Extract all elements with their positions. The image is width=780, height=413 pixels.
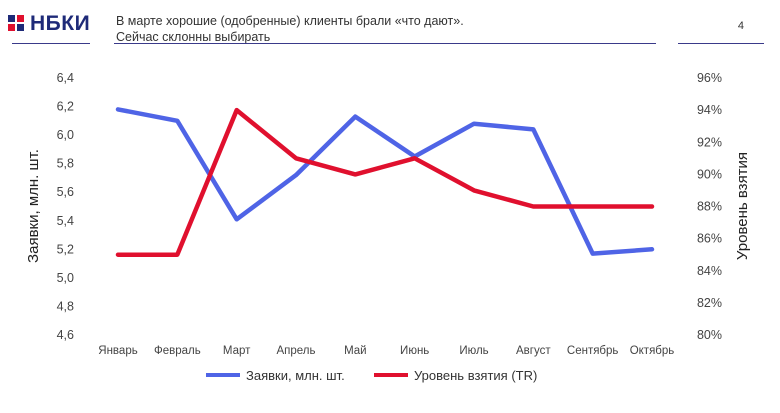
left-tick-label: 5,8	[57, 157, 74, 171]
right-tick-label: 90%	[697, 167, 722, 181]
left-tick-label: 6,4	[57, 71, 74, 85]
header-rule-middle	[114, 43, 656, 44]
slide-title-line-2: Сейчас склонны выбирать	[116, 30, 271, 44]
category-label: Март	[223, 345, 251, 357]
category-label: Сентябрь	[567, 345, 619, 357]
right-tick-label: 80%	[697, 328, 722, 342]
legend-label-take-rate: Уровень взятия (TR)	[414, 368, 537, 383]
legend-label-applications: Заявки, млн. шт.	[246, 368, 345, 383]
slide-title: В марте хорошие (одобренные) клиенты бра…	[116, 13, 464, 45]
left-tick-label: 4,8	[57, 299, 74, 313]
left-tick-label: 4,6	[57, 328, 74, 342]
right-tick-label: 94%	[697, 103, 722, 117]
right-axis-ticks: 80% 82% 84% 86% 88% 90% 92% 94% 96%	[697, 71, 722, 342]
left-axis-ticks: 4,6 4,8 5,0 5,2 5,4 5,6 5,8 6,0 6,2 6,4	[57, 71, 74, 342]
header-rule-right	[678, 43, 764, 44]
category-label: Май	[344, 345, 367, 357]
right-tick-label: 86%	[697, 232, 722, 246]
right-tick-label: 96%	[697, 71, 722, 85]
category-label: Июль	[459, 345, 488, 357]
category-label: Апрель	[276, 345, 315, 357]
right-tick-label: 92%	[697, 135, 722, 149]
page-number: 4	[737, 20, 744, 32]
slide-title-line-1: В марте хорошие (одобренные) клиенты бра…	[116, 14, 464, 28]
right-tick-label: 82%	[697, 296, 722, 310]
logo-text: НБКИ	[30, 12, 91, 35]
left-tick-label: 5,2	[57, 242, 74, 256]
series-line-applications	[115, 107, 655, 256]
left-axis-title: Заявки, млн. шт.	[25, 149, 42, 263]
legend: Заявки, млн. шт. Уровень взятия (TR)	[206, 368, 537, 383]
category-label: Июнь	[400, 345, 429, 357]
nbki-logo: НБКИ	[8, 12, 90, 36]
category-label: Февраль	[154, 345, 201, 357]
category-labels: Январь Февраль Март Апрель Май Июнь Июль Август…	[98, 345, 674, 357]
category-label: Январь	[98, 345, 137, 357]
category-label: Август	[516, 345, 551, 357]
series-line-take-rate	[115, 107, 655, 257]
category-label: Октябрь	[630, 345, 675, 357]
left-tick-label: 5,4	[57, 214, 74, 228]
chart-series	[115, 107, 655, 257]
left-tick-label: 6,0	[57, 128, 74, 142]
right-tick-label: 84%	[697, 264, 722, 278]
left-tick-label: 6,2	[57, 100, 74, 114]
logo-mark-icon	[8, 15, 26, 33]
left-tick-label: 5,0	[57, 271, 74, 285]
header-rule-left	[12, 43, 90, 44]
right-axis-title: Уровень взятия	[734, 152, 751, 260]
right-tick-label: 88%	[697, 200, 722, 214]
left-tick-label: 5,6	[57, 185, 74, 199]
